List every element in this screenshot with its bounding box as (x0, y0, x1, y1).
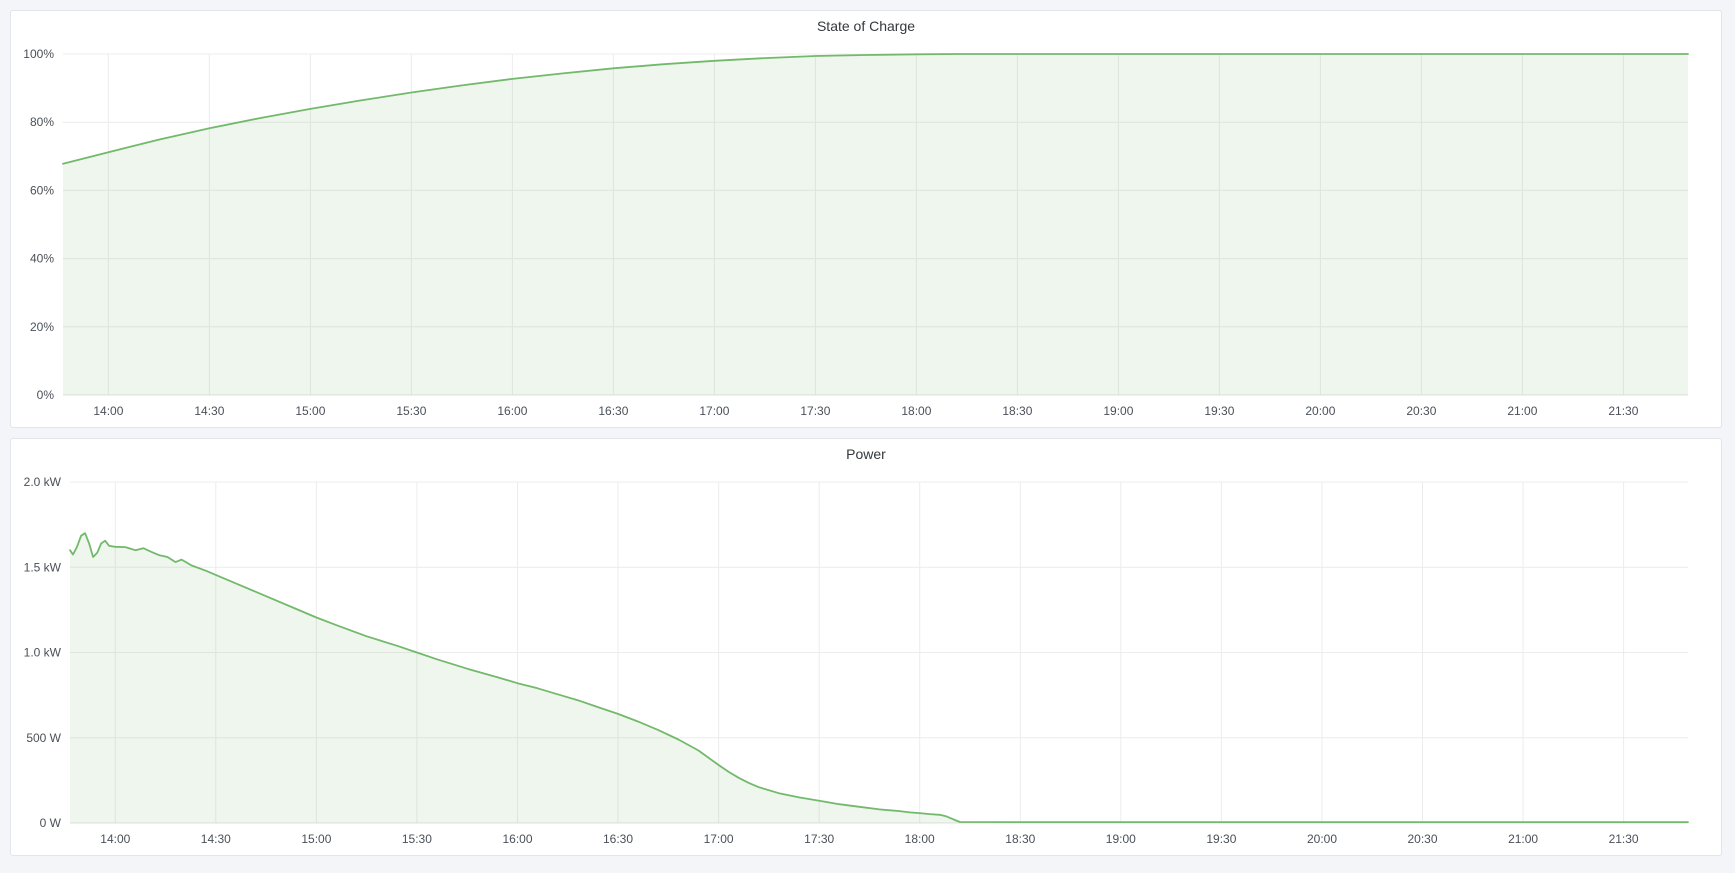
panel-state-of-charge: State of Charge 0% 20% 40% 60% 80% 100% 14:00 1… (10, 10, 1722, 428)
x-tick-label: 21:30 (1609, 832, 1639, 846)
x-tick-label: 16:30 (603, 832, 633, 846)
x-tick-label: 16:00 (497, 404, 527, 418)
x-tick-label: 20:30 (1406, 404, 1436, 418)
x-tick-label: 14:30 (201, 832, 231, 846)
x-tick-label: 18:00 (901, 404, 931, 418)
y-tick-label: 1.0 kW (24, 646, 62, 660)
y-tick-label: 80% (30, 115, 54, 129)
y-tick-label: 20% (30, 320, 54, 334)
x-tick-label: 15:00 (301, 832, 331, 846)
x-tick-label: 18:30 (1002, 404, 1032, 418)
x-tick-label: 15:30 (396, 404, 426, 418)
x-tick-label: 15:30 (402, 832, 432, 846)
x-tick-label: 21:00 (1507, 404, 1537, 418)
x-tick-label: 17:30 (804, 832, 834, 846)
series-area (63, 54, 1688, 395)
y-tick-label: 40% (30, 252, 54, 266)
state-of-charge-chart[interactable]: 0% 20% 40% 60% 80% 100% 14:00 14:30 15:00 15:30 16… (11, 39, 1721, 419)
x-tick-label: 17:00 (699, 404, 729, 418)
x-tick-label: 15:00 (295, 404, 325, 418)
y-tick-label: 0% (37, 388, 55, 402)
panel-power: Power 0 W 500 W 1.0 kW 1.5 kW 2.0 kW 14:00 14:… (10, 438, 1722, 856)
y-tick-label: 100% (23, 47, 54, 61)
x-tick-label: 21:30 (1608, 404, 1638, 418)
x-tick-label: 20:30 (1407, 832, 1437, 846)
x-tick-label: 16:00 (502, 832, 532, 846)
x-tick-label: 18:00 (905, 832, 935, 846)
x-tick-label: 20:00 (1305, 404, 1335, 418)
x-tick-label: 17:30 (800, 404, 830, 418)
x-tick-label: 19:30 (1206, 832, 1236, 846)
series-line (62, 53, 1689, 165)
x-tick-label: 17:00 (704, 832, 734, 846)
y-tick-label: 0 W (40, 816, 62, 830)
power-panel-title[interactable]: Power (846, 446, 886, 462)
x-tick-label: 18:30 (1005, 832, 1035, 846)
x-tick-label: 19:30 (1204, 404, 1234, 418)
y-tick-label: 60% (30, 183, 54, 197)
x-tick-label: 14:30 (194, 404, 224, 418)
x-tick-label: 19:00 (1103, 404, 1133, 418)
x-tick-label: 21:00 (1508, 832, 1538, 846)
x-tick-label: 14:00 (93, 404, 123, 418)
x-tick-label: 14:00 (100, 832, 130, 846)
series-line (69, 532, 1689, 824)
state-of-charge-panel-title[interactable]: State of Charge (816, 18, 916, 34)
x-tick-label: 16:30 (598, 404, 628, 418)
y-tick-label: 2.0 kW (24, 475, 62, 489)
y-tick-label: 1.5 kW (24, 560, 62, 574)
x-tick-label: 19:00 (1106, 832, 1136, 846)
x-tick-label: 20:00 (1307, 832, 1337, 846)
y-tick-label: 500 W (26, 731, 61, 745)
series-area (70, 533, 1688, 823)
power-chart[interactable]: 0 W 500 W 1.0 kW 1.5 kW 2.0 kW 14:00 14:30 15:0… (11, 467, 1721, 847)
